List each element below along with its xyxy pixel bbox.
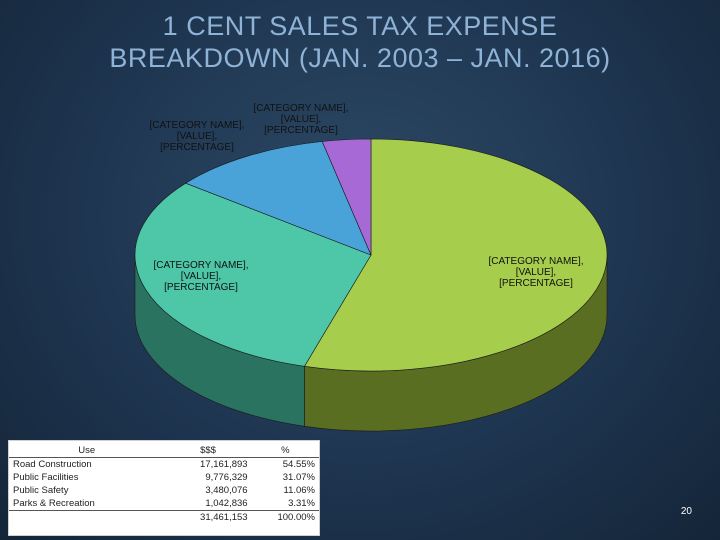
header-use: Use	[9, 441, 165, 458]
data-label-road-construction: [CATEGORY NAME], [VALUE], [PERCENTAGE]	[488, 256, 584, 289]
total-percent: 100.00%	[251, 510, 319, 524]
data-label-public-facilities: [CATEGORY NAME], [VALUE], [PERCENTAGE]	[153, 260, 249, 293]
page-title: 1 CENT SALES TAX EXPENSE BREAKDOWN (JAN.…	[0, 10, 720, 74]
header-percent: %	[251, 441, 319, 458]
title-line-1: 1 CENT SALES TAX EXPENSE	[162, 11, 558, 41]
row-amount: 3,480,076	[205, 485, 248, 496]
pie-slice-road-construction	[303, 138, 608, 372]
row-amount: 17,161,893	[200, 459, 248, 470]
row-use: Public Facilities	[13, 472, 79, 483]
row-percent: 11.06%	[283, 485, 315, 496]
header-amount: $$$	[164, 441, 252, 458]
data-label-parks-recreation: [CATEGORY NAME], [VALUE], [PERCENTAGE]	[253, 103, 349, 136]
row-amount: 9,776,329	[205, 472, 248, 483]
row-amount: 1,042,836	[205, 498, 248, 509]
pie-slice-public-facilities	[134, 182, 372, 367]
table-row: Parks & Recreation 1,042,836 3.31%	[9, 497, 319, 511]
table-row: Public Safety 3,480,076 11.06%	[9, 484, 319, 497]
table-header-row: Use $$$ %	[9, 441, 319, 458]
title-line-2: BREAKDOWN (JAN. 2003 – JAN. 2016)	[109, 43, 611, 73]
row-use: Public Safety	[13, 485, 69, 496]
table-row: Public Facilities 9,776,329 31.07%	[9, 471, 319, 484]
pie-chart	[134, 138, 608, 432]
table-total-row: 31,461,153 100.00%	[9, 510, 319, 524]
pie-slice-public-safety	[184, 141, 372, 256]
pie-slice-parks-recreation	[321, 138, 372, 256]
total-amount: 31,461,153	[164, 510, 252, 524]
row-use: Road Construction	[13, 459, 92, 470]
page-number: 20	[680, 506, 692, 517]
row-use: Parks & Recreation	[13, 498, 95, 509]
row-percent: 54.55%	[282, 459, 315, 470]
expense-table: Use $$$ % Road Construction 17,161,893 5…	[8, 440, 320, 536]
data-label-public-safety: [CATEGORY NAME], [VALUE], [PERCENTAGE]	[149, 120, 245, 153]
table-row: Road Construction 17,161,893 54.55%	[9, 458, 319, 472]
row-percent: 31.07%	[282, 472, 315, 483]
row-percent: 3.31%	[288, 498, 315, 509]
total-use	[9, 510, 165, 524]
